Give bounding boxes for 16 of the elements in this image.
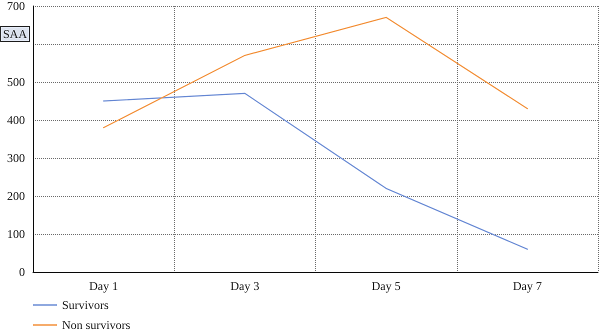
y-tick-label: 300 — [7, 151, 25, 165]
line-series — [103, 92, 528, 250]
x-tick-label: Day 3 — [230, 279, 260, 293]
legend-label: Non survivors — [62, 318, 131, 332]
y-tick-label: 500 — [7, 75, 25, 89]
x-tick-label: Day 7 — [512, 279, 542, 293]
x-tick-label: Day 1 — [89, 279, 118, 293]
y-tick-label: 100 — [7, 227, 25, 241]
line-series — [103, 16, 528, 128]
legend-label: Survivors — [62, 298, 109, 312]
y-tick-label: 400 — [7, 113, 25, 127]
y-tick-label: 0 — [19, 265, 25, 279]
y-tick-label: 700 — [7, 0, 25, 13]
y-tick-label: 200 — [7, 189, 25, 203]
y-axis-title: SAA — [3, 27, 28, 41]
x-tick-label: Day 5 — [372, 279, 401, 293]
